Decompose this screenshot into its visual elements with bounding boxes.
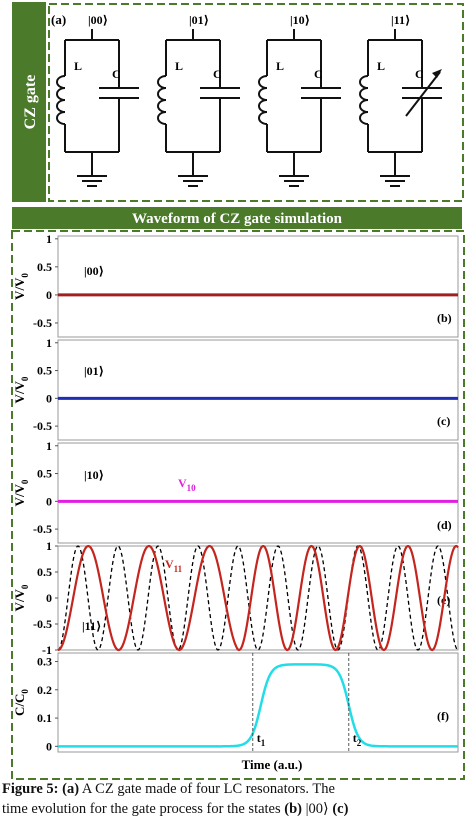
series-reference-dashed — [57, 545, 459, 651]
inductor-coil — [258, 75, 268, 125]
y-tick-label: 0 — [46, 391, 52, 405]
plot-c: 1 0.5 0 -0.5 V/V0 (c) |01⟩ — [12, 336, 459, 441]
inductor-coil — [56, 75, 66, 125]
y-tick-label: 1 — [46, 439, 52, 453]
y-tick-label: 0 — [46, 494, 52, 508]
waveform-frame — [11, 230, 465, 780]
y-tick-label: 1 — [46, 336, 52, 350]
plot-b: 1 0.5 0 -0.5 V/V0 (b) |00⟩ — [12, 232, 459, 338]
y-tick-label: 0.5 — [37, 467, 52, 481]
panel-a: CZ gate (a) |00⟩ L C |01⟩ L C |10⟩ L C |11⟩ L C — [12, 2, 464, 202]
caption-line-1: Figure 5: (a) A CZ gate made of four LC … — [2, 779, 474, 799]
panel-tag: (b) — [437, 311, 452, 325]
y-tick-label: 0.3 — [37, 654, 52, 668]
variable-arrow-shaft — [405, 71, 441, 117]
y-tick-label: -0.5 — [33, 316, 52, 330]
y-tick-label: 0.1 — [37, 711, 52, 725]
panel-tag: (d) — [437, 518, 452, 532]
series-v11 — [57, 544, 459, 652]
caption-ref-a: (a) — [62, 781, 80, 797]
banner-bar — [12, 207, 462, 229]
state-label: |11⟩ — [82, 619, 101, 633]
circuit-state-label: |01⟩ — [189, 13, 209, 27]
panel-tag: (c) — [437, 414, 450, 428]
y-axis-label: V/V0 — [12, 584, 30, 611]
y-tick-label: 1 — [46, 539, 52, 553]
y-tick-label: 0.5 — [37, 364, 52, 378]
state-label: |00⟩ — [84, 264, 104, 278]
plot-e: 10.50-0.5-1V/V0(e)|11⟩V11 — [12, 539, 459, 657]
y-tick-label: 0.5 — [37, 260, 52, 274]
caption-line-2: time evolution for the gate process for … — [2, 799, 474, 819]
inductor-label: L — [74, 59, 82, 73]
y-tick-label: 0 — [46, 288, 52, 302]
x-axis-label: Time (a.u.) — [242, 757, 303, 772]
y-tick-label: -1 — [42, 643, 52, 657]
y-axis-label: V/V0 — [12, 273, 30, 300]
y-axis-label: C/C0 — [12, 689, 30, 716]
y-tick-label: -0.5 — [33, 617, 52, 631]
inductor-label: L — [276, 59, 284, 73]
y-axis-label: V/V0 — [12, 376, 30, 403]
plot-frame — [57, 652, 459, 753]
capacitor-label: C — [112, 67, 121, 81]
inductor-label: L — [175, 59, 183, 73]
plot-f: 0.3 0.2 0.1 0 C/C0 (f) t1 t2 — [12, 652, 459, 753]
lc-circuit-4: |11⟩ L C — [359, 13, 442, 187]
lc-circuit-3: |10⟩ L C — [258, 13, 341, 187]
circuit-state-label: |00⟩ — [88, 13, 108, 27]
time-marker-label: t2 — [353, 731, 362, 748]
y-tick-label: 1 — [46, 232, 52, 246]
y-tick-label: 0.2 — [37, 683, 52, 697]
caption-ref-b: (b) — [284, 801, 302, 817]
capacitor-label: C — [314, 67, 323, 81]
plot-d: 1 0.5 0 -0.5 V/V0 (d) |10⟩ V10 — [12, 439, 459, 544]
series-name-v11: V11 — [165, 557, 183, 574]
lc-circuit-2: |01⟩ L C — [157, 13, 240, 187]
figure: CZ gate (a) |00⟩ L C |01⟩ L C |10⟩ L C |11⟩ L C Wav… — [11, 2, 465, 780]
circuit-state-label: |11⟩ — [391, 13, 410, 27]
circuit-state-label: |10⟩ — [290, 13, 310, 27]
series-name-v10: V10 — [178, 476, 196, 493]
plot-frame — [57, 235, 459, 338]
panel-a-side-label: CZ gate — [22, 75, 39, 130]
y-tick-label: 0 — [46, 591, 52, 605]
y-tick-label: -0.5 — [33, 522, 52, 536]
caption-state-00: |00⟩ — [302, 801, 333, 817]
y-tick-label: 0.5 — [37, 565, 52, 579]
lc-circuit-1: |00⟩ L C — [56, 13, 139, 187]
y-tick-label: 0 — [46, 739, 52, 753]
y-tick-label: -0.5 — [33, 419, 52, 433]
plot-frame — [57, 339, 459, 441]
variable-arrow-head — [432, 69, 442, 78]
state-label: |10⟩ — [84, 468, 104, 482]
series-capacitance — [58, 663, 458, 748]
panel-a-tag: (a) — [51, 12, 66, 27]
y-axis-label: V/V0 — [12, 479, 30, 506]
state-label: |01⟩ — [84, 364, 104, 378]
panel-a-frame — [48, 3, 464, 202]
inductor-coil — [157, 75, 167, 125]
inductor-coil — [359, 75, 369, 125]
panel-a-sidebar — [12, 2, 46, 202]
caption-figure-label: Figure 5: — [2, 781, 63, 797]
caption-text-1: A CZ gate made of four LC resonators. Th… — [79, 781, 335, 797]
caption-text-2: time evolution for the gate process for … — [2, 801, 285, 817]
panel-tag: (f) — [437, 709, 449, 723]
inductor-label: L — [377, 59, 385, 73]
capacitor-label: C — [213, 67, 222, 81]
capacitor-label: C — [415, 67, 424, 81]
banner-title: Waveform of CZ gate simulation — [132, 211, 343, 227]
plot-frame — [57, 442, 459, 544]
caption-ref-c: (c) — [332, 801, 349, 817]
figure-caption: Figure 5: (a) A CZ gate made of four LC … — [2, 779, 474, 822]
time-marker-label: t1 — [257, 731, 266, 748]
